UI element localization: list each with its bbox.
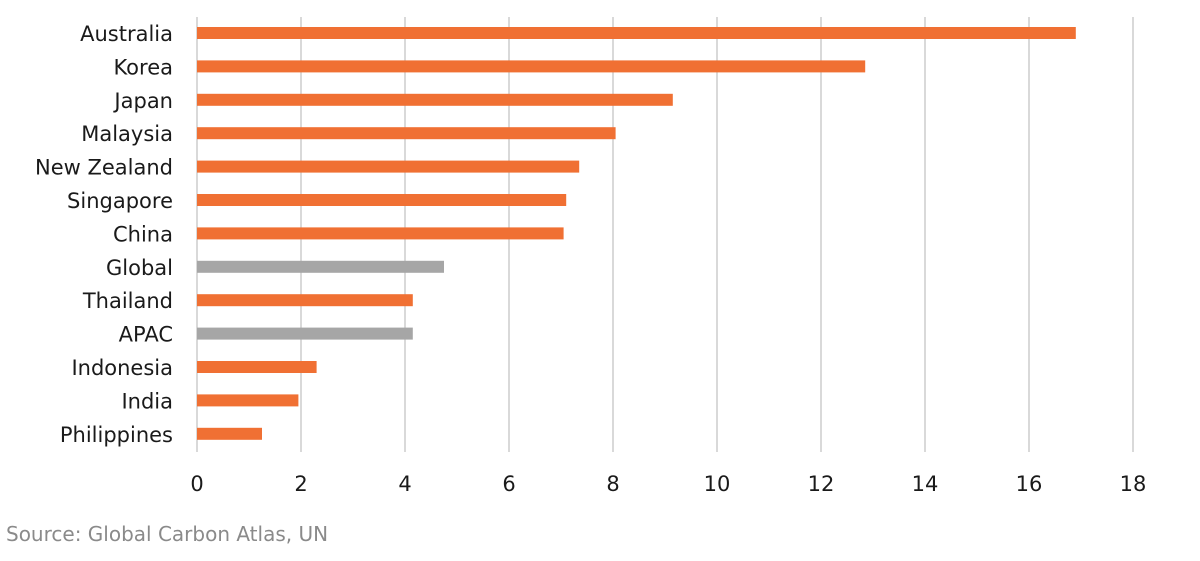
bar-chart: Australia Korea Japan Malaysia New Zealand Si… (35, 17, 1146, 496)
bar-india (197, 394, 299, 407)
category-label-apac: APAC (119, 323, 173, 347)
x-tick-label-8: 8 (606, 472, 619, 496)
category-label-singapore: Singapore (67, 189, 173, 213)
bar-thailand (197, 294, 413, 307)
category-label-indonesia: Indonesia (71, 356, 173, 380)
x-tick-labels: 0 2 4 6 8 10 12 14 16 18 (190, 472, 1146, 496)
bar-indonesia (197, 361, 317, 373)
category-label-china: China (113, 222, 173, 246)
bar-new-zealand (197, 160, 580, 173)
category-label-korea: Korea (113, 55, 173, 79)
bar-australia (197, 27, 1076, 39)
category-label-philippines: Philippines (60, 423, 173, 447)
source-note: Source: Global Carbon Atlas, UN (6, 522, 329, 546)
category-label-japan: Japan (112, 89, 173, 113)
x-tick-label-2: 2 (294, 472, 307, 496)
x-tick-label-6: 6 (502, 472, 515, 496)
category-label-thailand: Thailand (82, 289, 173, 313)
category-label-global: Global (106, 256, 173, 280)
category-label-india: India (121, 389, 173, 413)
x-tick-label-4: 4 (398, 472, 411, 496)
x-tick-label-18: 18 (1120, 472, 1147, 496)
x-tick-label-0: 0 (190, 472, 203, 496)
bar-philippines (197, 427, 262, 440)
bar-global (197, 260, 444, 273)
x-tick-label-16: 16 (1016, 472, 1043, 496)
category-labels: Australia Korea Japan Malaysia New Zealand Si… (35, 22, 173, 447)
gridlines (196, 17, 1134, 452)
bar-singapore (197, 194, 567, 206)
bar-china (197, 227, 564, 240)
category-label-new-zealand: New Zealand (35, 156, 173, 180)
x-tick-label-10: 10 (704, 472, 731, 496)
category-label-malaysia: Malaysia (81, 122, 173, 146)
bar-korea (197, 60, 866, 73)
x-tick-label-14: 14 (912, 472, 939, 496)
category-label-australia: Australia (80, 22, 173, 46)
x-tick-label-12: 12 (808, 472, 835, 496)
bar-apac (197, 327, 413, 340)
bars (197, 27, 1076, 440)
bar-japan (197, 93, 673, 106)
bar-malaysia (197, 127, 616, 140)
